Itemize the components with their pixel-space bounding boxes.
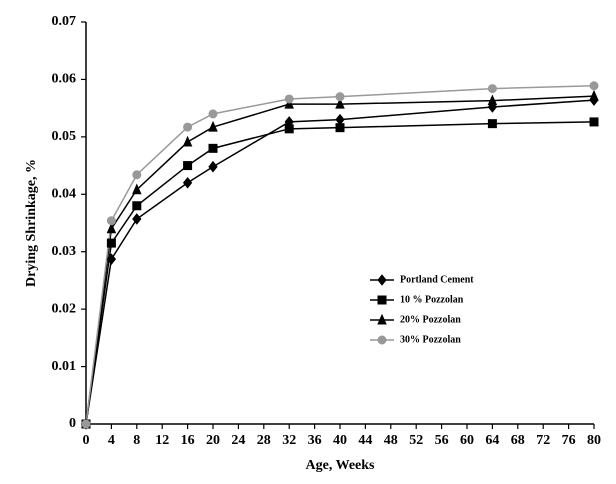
data-point — [132, 183, 142, 195]
x-tick-label: 32 — [282, 433, 296, 448]
y-tick-label: 0.01 — [52, 359, 77, 374]
data-point — [106, 216, 116, 226]
x-tick-label: 8 — [133, 433, 140, 448]
legend-marker — [377, 313, 387, 325]
data-point — [106, 253, 117, 265]
x-tick-label: 28 — [257, 433, 271, 448]
data-point — [208, 143, 218, 153]
data-point — [106, 238, 116, 248]
data-point — [589, 89, 599, 101]
x-tick-label: 4 — [108, 433, 115, 448]
x-tick-label: 0 — [83, 433, 90, 448]
series-line — [85, 99, 595, 425]
y-tick-label: 0.02 — [52, 301, 77, 316]
data-point — [183, 161, 193, 171]
x-tick-label: 56 — [435, 433, 449, 448]
series-line — [85, 84, 595, 425]
data-point — [284, 124, 294, 134]
x-tick-label: 80 — [587, 433, 601, 448]
y-tick-label: 0.05 — [52, 129, 77, 144]
y-tick-label: 0.06 — [52, 72, 77, 87]
x-tick-label: 64 — [485, 433, 499, 448]
data-point — [132, 170, 142, 180]
data-point — [132, 213, 142, 225]
data-point — [132, 201, 142, 211]
x-tick-label: 60 — [460, 433, 474, 448]
data-point — [335, 123, 345, 133]
x-tick-label: 40 — [333, 433, 347, 448]
data-point — [182, 176, 193, 189]
x-tick-label: 16 — [181, 433, 195, 448]
y-tick-label: 0.04 — [52, 187, 77, 202]
y-tick-label: 0.07 — [52, 14, 77, 29]
series-line — [85, 95, 595, 425]
data-point — [81, 419, 91, 429]
data-point — [284, 97, 294, 109]
legend-marker — [377, 295, 387, 305]
x-axis-title: Age, Weeks — [306, 458, 376, 473]
series-line — [85, 121, 595, 425]
x-tick-label: 44 — [358, 433, 372, 448]
data-point — [208, 109, 218, 119]
legend-label: 20% Pozzolan — [400, 314, 461, 325]
legend-marker — [377, 274, 387, 286]
data-point — [208, 120, 218, 132]
data-point — [335, 97, 345, 109]
x-tick-label: 24 — [231, 433, 245, 448]
x-tick-label: 68 — [511, 433, 525, 448]
y-axis-title: Drying Shrinkage, % — [24, 159, 39, 287]
data-point — [183, 122, 193, 132]
y-tick-label: 0.03 — [52, 244, 77, 259]
legend-marker — [377, 335, 387, 345]
legend-label: Portland Cement — [400, 274, 474, 285]
x-tick-label: 72 — [536, 433, 550, 448]
data-point — [487, 94, 498, 106]
x-tick-label: 20 — [206, 433, 220, 448]
data-point — [487, 119, 497, 129]
x-tick-label: 48 — [384, 433, 398, 448]
x-tick-label: 36 — [308, 433, 322, 448]
x-tick-label: 76 — [562, 433, 576, 448]
data-point — [335, 113, 345, 126]
data-point — [335, 92, 345, 102]
data-point — [208, 160, 218, 173]
x-tick-label: 12 — [155, 433, 169, 448]
data-point — [487, 84, 497, 94]
data-point — [182, 135, 193, 147]
y-tick-label: 0 — [69, 416, 76, 431]
data-point — [589, 81, 599, 91]
data-point — [589, 117, 599, 127]
data-point — [284, 94, 294, 104]
data-point — [106, 222, 117, 234]
x-tick-label: 52 — [409, 433, 423, 448]
legend-label: 30% Pozzolan — [400, 334, 461, 345]
legend-label: 10 % Pozzolan — [400, 294, 464, 305]
